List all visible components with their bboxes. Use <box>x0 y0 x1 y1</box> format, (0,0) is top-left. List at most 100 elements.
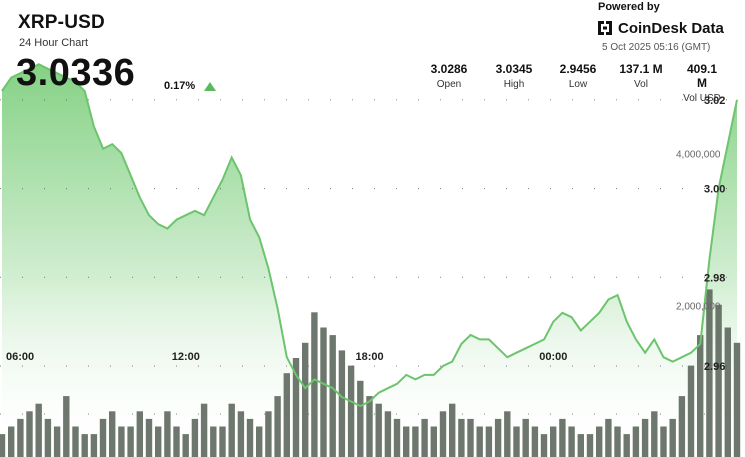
brand-name: CoinDesk Data <box>618 19 724 37</box>
volume-bar <box>623 434 630 457</box>
volume-bar <box>430 426 437 457</box>
volume-bar <box>366 396 373 457</box>
up-arrow-icon <box>204 82 216 91</box>
volume-bar <box>274 396 281 457</box>
volume-bar <box>724 327 731 457</box>
coindesk-logo-icon <box>598 21 612 35</box>
volume-bar <box>449 403 456 457</box>
stat-value: 409.1 M <box>686 62 718 90</box>
volume-bar <box>311 312 318 457</box>
volume-bar <box>329 335 336 457</box>
volume-bar <box>467 418 474 457</box>
volume-bar <box>8 426 15 457</box>
volume-bar <box>44 418 52 457</box>
volume-bar <box>357 380 364 457</box>
y-tick-label: 2.98 <box>704 272 725 284</box>
volume-bar <box>35 403 42 457</box>
volume-bar <box>90 434 98 457</box>
volume-bar <box>678 396 686 457</box>
powered-by-label: Powered by <box>598 1 660 13</box>
x-tick-label: 06:00 <box>6 351 34 363</box>
volume-bar <box>568 426 575 457</box>
volume-bar <box>182 434 189 457</box>
volume-bar <box>136 411 143 457</box>
volume-bar <box>145 418 153 457</box>
stat-label: Open <box>436 79 462 90</box>
volume-bar <box>256 426 263 457</box>
volume-bar <box>586 434 594 457</box>
volume-bar <box>99 418 107 457</box>
chart-subtitle: 24 Hour Chart <box>19 37 89 49</box>
volume-bar <box>412 426 419 457</box>
volume-bar <box>733 342 741 457</box>
stat-vol: 137.1 M Vol <box>619 62 662 90</box>
volume-bar <box>513 426 520 457</box>
volume-bar <box>17 418 24 457</box>
volume-bar <box>706 289 713 457</box>
volume-bar <box>265 411 272 457</box>
volume-bar <box>292 358 300 457</box>
volume-bar <box>155 426 162 457</box>
volume-bar <box>641 418 649 457</box>
volume-bar <box>302 342 309 457</box>
stat-value: 137.1 M <box>619 62 663 76</box>
volume-bar <box>384 411 392 457</box>
volume-bar <box>210 426 217 457</box>
volume-bar <box>26 411 33 457</box>
volume-bar <box>164 411 171 457</box>
volume-bar <box>485 426 493 457</box>
volume-bar <box>338 350 346 457</box>
volume-bar <box>669 418 676 457</box>
stat-low: 2.9456 Low <box>560 62 597 90</box>
y-tick-label: 3.02 <box>704 95 725 107</box>
volume-bar <box>531 426 539 457</box>
current-price: 3.0336 <box>16 52 136 94</box>
volume-bar <box>540 434 548 457</box>
timestamp: 5 Oct 2025 05:16 (GMT) <box>602 42 711 53</box>
stat-vol-usd: 409.1 M Vol USD <box>681 62 724 104</box>
volume-bar <box>393 418 401 457</box>
stat-value: 3.0286 <box>430 62 468 76</box>
price-change: 0.17% <box>164 80 196 92</box>
volume-bar <box>403 426 410 457</box>
stat-value: 2.9456 <box>559 62 597 76</box>
volume-bar <box>439 411 447 457</box>
volume-bar <box>596 426 603 457</box>
volume-tick-label: 2,000,000 <box>676 302 721 313</box>
price-line <box>1 63 738 408</box>
stat-high: 3.0345 High <box>496 62 533 90</box>
volume-bar <box>651 411 658 457</box>
volume-bar <box>458 418 465 457</box>
volume-bar <box>283 373 290 457</box>
volume-bar <box>347 365 355 457</box>
volume-bar <box>246 418 254 457</box>
volume-bar <box>614 426 621 457</box>
y-tick-label: 3.00 <box>704 184 725 196</box>
page-title: XRP-USD <box>18 12 105 33</box>
volume-bar <box>550 426 557 457</box>
volume-bar <box>715 304 722 457</box>
volume-bar <box>559 418 566 457</box>
x-tick-label: 18:00 <box>356 351 384 363</box>
x-tick-label: 00:00 <box>539 351 567 363</box>
volume-bar <box>577 434 584 457</box>
volume-tick-label: 4,000,000 <box>676 149 721 160</box>
volume-bar <box>504 411 511 457</box>
x-tick-label: 12:00 <box>172 351 200 363</box>
volume-bar <box>63 396 70 457</box>
volume-bar <box>660 426 667 457</box>
volume-bar <box>632 426 640 457</box>
volume-bar <box>697 335 704 457</box>
stat-label: Low <box>568 79 588 90</box>
volume-bar <box>476 426 483 457</box>
volume-bar <box>173 426 180 457</box>
volume-bar <box>0 434 6 457</box>
volume-bar <box>237 411 245 457</box>
volume-bar <box>494 418 502 457</box>
volume-bar <box>53 426 61 457</box>
stat-label: Vol USD <box>683 93 721 104</box>
stat-label: High <box>503 79 525 90</box>
stat-value: 3.0345 <box>495 62 533 76</box>
volume-bar <box>375 403 382 457</box>
